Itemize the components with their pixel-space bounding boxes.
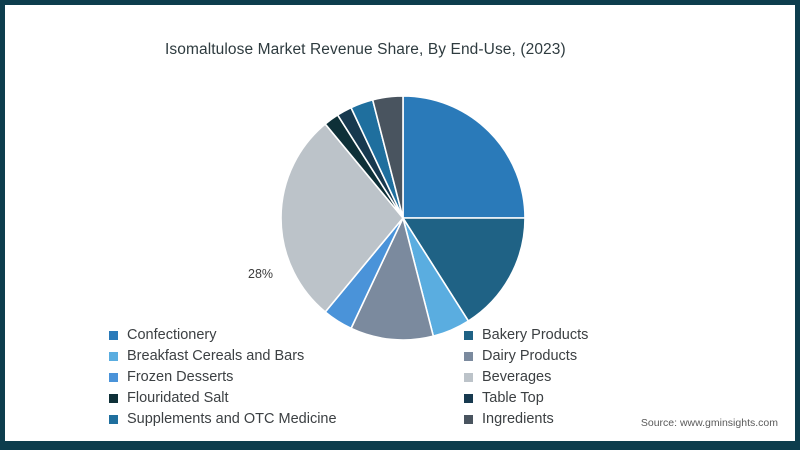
legend-swatch-icon — [109, 373, 118, 382]
pie-slice[interactable] — [402, 217, 526, 322]
legend-item-label: Breakfast Cereals and Bars — [127, 348, 305, 365]
pie-chart — [278, 93, 528, 343]
legend-item-label: Table Top — [482, 390, 544, 407]
legend-column-right: Bakery Products Dairy Products Beverages… — [464, 325, 588, 430]
legend-item-label: Supplements and OTC Medicine — [127, 411, 337, 428]
legend-swatch-icon — [109, 352, 118, 361]
pie-slice[interactable] — [280, 123, 404, 313]
legend-swatch-icon — [464, 331, 473, 340]
legend-item-beverages[interactable]: Beverages — [464, 367, 588, 388]
pie-slice[interactable] — [402, 95, 526, 219]
source-attribution: Source: www.gminsights.com — [640, 417, 778, 429]
legend-swatch-icon — [464, 394, 473, 403]
pie-slice-group — [280, 95, 526, 341]
pie-slice[interactable] — [371, 95, 404, 219]
legend-item-label: Beverages — [482, 369, 552, 386]
legend-item-label: Frozen Desserts — [127, 369, 234, 386]
legend-swatch-icon — [109, 331, 118, 340]
legend-item-bakery-products[interactable]: Bakery Products — [464, 325, 588, 346]
page-title: Isomaltulose Market Revenue Share, By En… — [165, 41, 566, 58]
legend-swatch-icon — [464, 373, 473, 382]
legend-column-left: Confectionery Breakfast Cereals and Bars… — [109, 325, 337, 430]
legend-item-label: Bakery Products — [482, 327, 589, 344]
legend-swatch-icon — [464, 352, 473, 361]
legend-item-label: Flouridated Salt — [127, 390, 229, 407]
chart-canvas: Isomaltulose Market Revenue Share, By En… — [5, 5, 795, 441]
legend-item-ingredients[interactable]: Ingredients — [464, 409, 588, 430]
pie-slice[interactable] — [350, 217, 435, 341]
legend-swatch-icon — [109, 394, 118, 403]
chart-legend: Confectionery Breakfast Cereals and Bars… — [109, 325, 699, 429]
legend-swatch-icon — [464, 415, 473, 424]
legend-item-label: Dairy Products — [482, 348, 578, 365]
legend-item-supplements-and-otc-medicine[interactable]: Supplements and OTC Medicine — [109, 409, 337, 430]
legend-item-frozen-desserts[interactable]: Frozen Desserts — [109, 367, 337, 388]
legend-item-confectionery[interactable]: Confectionery — [109, 325, 337, 346]
legend-swatch-icon — [109, 415, 118, 424]
legend-item-dairy-products[interactable]: Dairy Products — [464, 346, 588, 367]
legend-item-label: Confectionery — [127, 327, 217, 344]
legend-item-breakfast-cereals-and-bars[interactable]: Breakfast Cereals and Bars — [109, 346, 337, 367]
pie-data-label-beverages: 28% — [248, 267, 274, 281]
legend-item-flouridated-salt[interactable]: Flouridated Salt — [109, 388, 337, 409]
legend-item-table-top[interactable]: Table Top — [464, 388, 588, 409]
legend-item-label: Ingredients — [482, 411, 554, 428]
pie-chart-svg — [280, 95, 526, 341]
